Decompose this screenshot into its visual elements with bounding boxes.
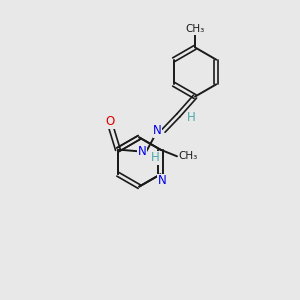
Text: CH₃: CH₃ xyxy=(179,151,198,161)
Text: H: H xyxy=(187,111,196,124)
Text: CH₃: CH₃ xyxy=(185,24,205,34)
Text: O: O xyxy=(105,115,114,128)
Text: N: N xyxy=(137,145,146,158)
Text: N: N xyxy=(153,124,162,137)
Text: N: N xyxy=(158,174,166,188)
Text: H: H xyxy=(151,151,160,164)
